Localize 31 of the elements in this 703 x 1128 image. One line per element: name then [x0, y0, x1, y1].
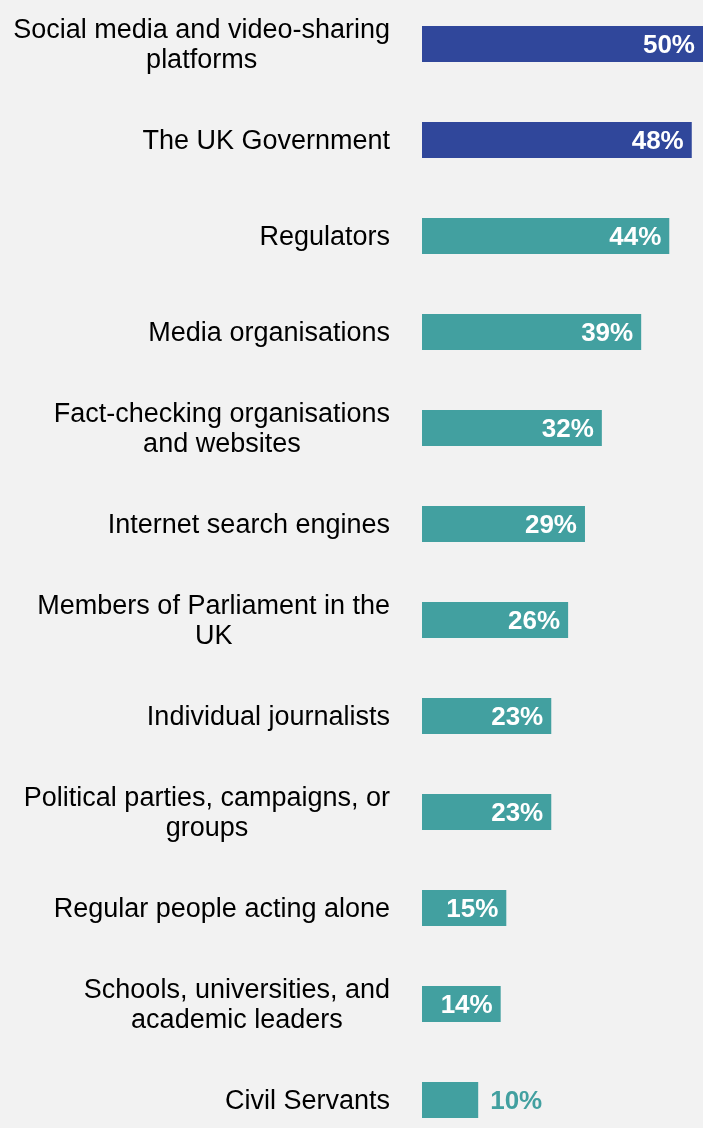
data-label: 29%: [524, 509, 577, 539]
bar: [422, 410, 602, 446]
y-tick-label: Fact-checking organisations and websites: [53, 398, 390, 458]
y-tick-label: Members of Parliament in the UK: [37, 590, 390, 650]
bar: [422, 218, 670, 254]
data-label: 48%: [631, 125, 684, 155]
y-tick-label: Political parties, campaigns, or groups: [23, 782, 391, 842]
bar: [422, 314, 642, 350]
y-tick-label: Individual journalists: [146, 701, 390, 731]
data-label: 23%: [491, 701, 544, 731]
data-label: 10%: [490, 1085, 543, 1115]
bar: [422, 1082, 479, 1118]
data-label: 23%: [491, 797, 544, 827]
data-label: 32%: [541, 413, 594, 443]
bar: [422, 122, 692, 158]
y-tick-label: Civil Servants: [224, 1085, 390, 1115]
bar: [422, 506, 585, 542]
bar: [422, 26, 703, 62]
y-tick-label: Media organisations: [148, 317, 391, 347]
data-label: 50%: [642, 29, 695, 59]
y-tick-label: Regulators: [259, 221, 390, 251]
y-tick-label: Social media and video-sharing platforms: [13, 14, 391, 74]
data-label: 26%: [508, 605, 561, 635]
y-tick-label: The UK Government: [142, 125, 391, 155]
data-label: 44%: [609, 221, 662, 251]
y-tick-label: Schools, universities, and academic leaders: [83, 974, 390, 1034]
data-label: 15%: [446, 893, 499, 923]
y-tick-label: Regular people acting alone: [53, 893, 390, 923]
data-label: 14%: [440, 989, 493, 1019]
y-tick-label: Internet search engines: [107, 509, 390, 539]
data-label: 39%: [581, 317, 634, 347]
